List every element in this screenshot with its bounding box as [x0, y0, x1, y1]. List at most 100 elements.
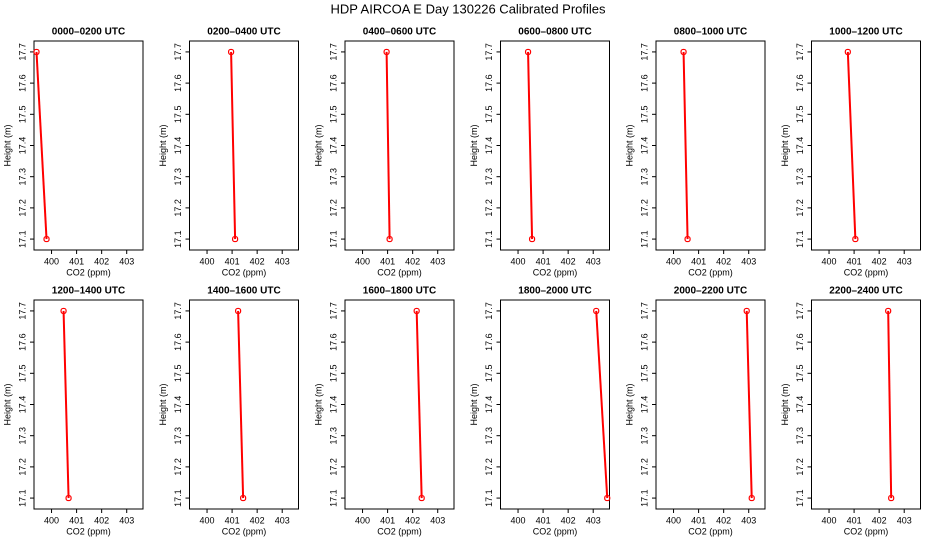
- x-tick-label: 403: [430, 256, 445, 266]
- x-axis-label: CO2 (ppm): [66, 267, 111, 277]
- x-tick-label: 401: [536, 515, 551, 525]
- x-tick-label: 400: [511, 256, 526, 266]
- panel-title: 1400–1600 UTC: [207, 286, 280, 297]
- profile-point: [43, 235, 50, 243]
- profile-point: [593, 307, 600, 315]
- profile-point: [743, 307, 750, 315]
- y-tick-label: 17.3: [173, 168, 183, 186]
- panel-title: 2200–2400 UTC: [829, 286, 902, 297]
- x-axis-label: CO2 (ppm): [533, 526, 578, 536]
- x-tick-label: 403: [119, 515, 134, 525]
- y-tick-label: 17.2: [328, 199, 338, 217]
- profile-line: [230, 51, 237, 240]
- profile-point: [684, 235, 691, 243]
- x-tick-label: 403: [586, 256, 601, 266]
- y-tick-label: 17.2: [795, 458, 805, 476]
- profile-point: [413, 307, 420, 315]
- y-axis-label: Height (m): [2, 383, 12, 425]
- x-tick-label: 400: [44, 515, 59, 525]
- x-tick-label: 401: [691, 256, 706, 266]
- y-tick-label: 17.1: [795, 230, 805, 248]
- y-tick-label: 17.2: [639, 199, 649, 217]
- profile-point: [386, 235, 393, 243]
- x-tick-label: 401: [847, 515, 862, 525]
- y-tick-label: 17.5: [173, 106, 183, 124]
- y-tick-label: 17.1: [484, 489, 494, 507]
- x-tick-label: 403: [275, 515, 290, 525]
- y-tick-label: 17.1: [639, 230, 649, 248]
- y-tick-label: 17.2: [173, 199, 183, 217]
- panel-title: 1200–1400 UTC: [52, 286, 125, 297]
- y-tick-label: 17.6: [17, 74, 27, 92]
- profile-point: [888, 494, 895, 502]
- profile-line: [846, 51, 857, 240]
- y-axis-label: Height (m): [2, 124, 12, 166]
- y-tick-label: 17.6: [328, 74, 338, 92]
- y-tick-label: 17.6: [484, 74, 494, 92]
- y-axis-label: Height (m): [780, 383, 790, 425]
- y-tick-label: 17.4: [795, 396, 805, 414]
- y-tick-label: 17.7: [484, 43, 494, 61]
- x-tick-label: 400: [355, 256, 370, 266]
- profile-line: [62, 310, 70, 499]
- y-tick-label: 17.2: [795, 199, 805, 217]
- y-tick-label: 17.3: [639, 427, 649, 445]
- y-tick-label: 17.6: [639, 74, 649, 92]
- y-tick-label: 17.2: [17, 199, 27, 217]
- y-tick-label: 17.6: [173, 74, 183, 92]
- x-axis-label: CO2 (ppm): [66, 526, 111, 536]
- y-tick-label: 17.1: [173, 489, 183, 507]
- x-tick-label: 403: [897, 256, 912, 266]
- y-tick-label: 17.4: [173, 396, 183, 414]
- profile-point: [240, 494, 247, 502]
- y-tick-label: 17.5: [484, 365, 494, 383]
- panel-title: 1800–2000 UTC: [518, 286, 591, 297]
- y-tick-label: 17.3: [17, 168, 27, 186]
- profile-point: [235, 307, 242, 315]
- profile-line: [887, 310, 893, 499]
- y-tick-label: 17.3: [795, 427, 805, 445]
- y-tick-label: 17.7: [795, 302, 805, 320]
- y-axis-label: Height (m): [469, 124, 479, 166]
- profile-point: [528, 235, 536, 243]
- panel-title: 0200–0400 UTC: [207, 27, 280, 38]
- y-tick-label: 17.7: [795, 43, 805, 61]
- profile-point: [852, 235, 859, 243]
- y-tick-label: 17.4: [17, 396, 27, 414]
- y-tick-label: 17.5: [17, 106, 27, 124]
- x-axis-label: CO2 (ppm): [222, 526, 267, 536]
- panel-title: 2000–2200 UTC: [674, 286, 747, 297]
- x-tick-label: 402: [872, 515, 887, 525]
- profile-point: [680, 48, 687, 56]
- y-tick-label: 17.3: [639, 168, 649, 186]
- y-tick-label: 17.3: [484, 168, 494, 186]
- y-tick-label: 17.2: [484, 199, 494, 217]
- y-tick-label: 17.7: [173, 43, 183, 61]
- x-tick-label: 402: [405, 515, 420, 525]
- profile-line: [527, 51, 534, 240]
- x-tick-label: 402: [94, 515, 109, 525]
- x-tick-label: 401: [380, 256, 395, 266]
- x-tick-label: 401: [536, 256, 551, 266]
- panel-title: 0000–0200 UTC: [52, 27, 125, 38]
- y-tick-label: 17.1: [328, 230, 338, 248]
- y-tick-label: 17.3: [795, 168, 805, 186]
- y-tick-label: 17.5: [484, 106, 494, 124]
- x-tick-label: 401: [69, 515, 84, 525]
- profile-point: [604, 494, 611, 502]
- panel-title: 1600–1800 UTC: [363, 286, 436, 297]
- x-axis-label: CO2 (ppm): [533, 267, 578, 277]
- y-axis-label: Height (m): [469, 383, 479, 425]
- profile-line: [682, 51, 689, 240]
- x-tick-label: 402: [405, 256, 420, 266]
- y-tick-label: 17.5: [17, 365, 27, 383]
- profile-point: [227, 48, 235, 56]
- y-tick-label: 17.1: [17, 230, 27, 248]
- y-tick-label: 17.7: [484, 302, 494, 320]
- x-tick-label: 400: [666, 515, 681, 525]
- profile-point: [418, 494, 425, 502]
- x-tick-label: 401: [380, 515, 395, 525]
- profile-line: [745, 310, 753, 499]
- y-tick-label: 17.7: [173, 302, 183, 320]
